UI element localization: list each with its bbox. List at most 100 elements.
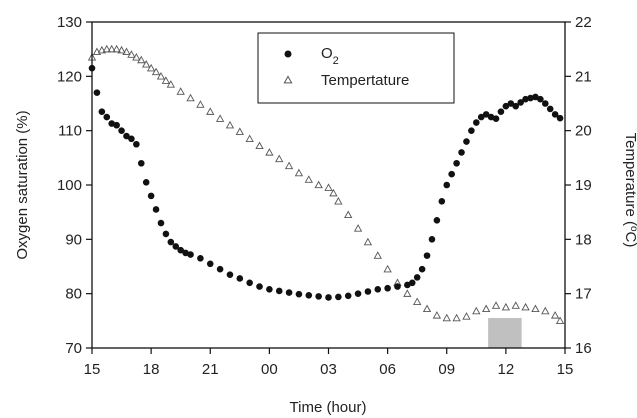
o2-point <box>433 217 441 224</box>
o2-point <box>423 252 431 259</box>
o2-point <box>551 111 559 118</box>
temperature-point <box>97 45 107 54</box>
o2-point <box>133 140 140 148</box>
y-left-tick-label: 110 <box>58 123 82 140</box>
o2-point <box>142 178 150 186</box>
y-right-tick-label: 19 <box>575 177 592 194</box>
y-right-tick-label: 16 <box>575 340 592 357</box>
temperature-point <box>304 175 313 183</box>
o2-point <box>157 219 165 227</box>
o2-point <box>532 93 539 101</box>
o2-point <box>517 99 524 106</box>
o2-point <box>325 294 332 301</box>
legend-o2-label: O2 <box>321 45 339 67</box>
y-right-axis-title: Temperature (oC) <box>622 133 637 248</box>
legend-o2-marker <box>284 50 292 58</box>
o2-point <box>374 286 382 293</box>
o2-point <box>226 271 234 278</box>
y-right-tick-label: 20 <box>575 123 592 140</box>
o2-point <box>187 251 194 258</box>
temperature-point <box>132 52 141 61</box>
o2-point <box>537 95 544 103</box>
shaded-period <box>488 318 522 348</box>
temperature-point <box>156 72 166 80</box>
temperature-point <box>225 120 235 129</box>
temperature-point <box>127 50 136 58</box>
o2-point <box>468 127 475 134</box>
o2-point <box>123 132 130 140</box>
y-left-tick-label: 90 <box>65 231 82 248</box>
o2-point <box>556 114 564 122</box>
y-right-title-degree: o <box>629 226 637 232</box>
o2-point <box>197 255 204 262</box>
o2-point <box>172 243 180 250</box>
y-left-tick-label: 120 <box>57 68 82 85</box>
temperature-point <box>363 237 373 246</box>
temperature-point <box>462 312 471 320</box>
temperature-point <box>112 44 121 53</box>
temperature-point <box>403 289 412 297</box>
o2-point <box>162 230 170 238</box>
o2-point <box>118 127 125 134</box>
y-right-tick-label: 17 <box>575 286 592 303</box>
o2-point <box>482 111 490 118</box>
o2-point <box>275 287 283 295</box>
x-tick-label: 09 <box>438 361 455 378</box>
temperature-point <box>245 134 254 142</box>
temperature-point <box>550 311 560 319</box>
temperature-point <box>92 47 102 56</box>
o2-point <box>128 135 135 143</box>
o2-point <box>315 293 322 300</box>
o2-point <box>137 159 145 167</box>
temperature-point <box>166 80 175 88</box>
o2-point <box>497 108 505 115</box>
o2-point <box>177 246 184 254</box>
o2-point <box>167 238 175 246</box>
x-axis-title: Time (hour) <box>290 399 367 416</box>
temperature-point <box>353 224 363 232</box>
temperature-point <box>452 313 461 322</box>
o2-point <box>93 89 101 96</box>
temperature-point <box>206 107 215 115</box>
temperature-point <box>541 306 550 315</box>
temperature-point <box>344 210 353 219</box>
temperature-point <box>117 45 126 54</box>
o2-point <box>546 105 554 113</box>
legend-temperature-label: Tempertature <box>321 72 409 89</box>
o2-point <box>458 149 465 156</box>
temperature-point <box>102 44 111 53</box>
x-tick-label: 00 <box>261 361 278 378</box>
y-left-axis-title: Oxygen saturation (%) <box>14 110 31 259</box>
temperature-point <box>235 127 244 135</box>
o2-point <box>541 100 549 107</box>
temperature-point <box>151 67 161 76</box>
temperature-point <box>196 100 205 108</box>
temperature-point <box>422 304 432 313</box>
o2-point <box>492 115 500 123</box>
temperature-point <box>555 316 565 325</box>
o2-point <box>98 108 106 115</box>
o2-point <box>152 206 160 213</box>
o2-point <box>246 279 253 287</box>
o2-point <box>113 121 120 129</box>
temperature-point <box>383 264 392 273</box>
temperature-point <box>107 44 116 53</box>
o2-point <box>147 192 155 200</box>
temperature-point <box>137 55 146 64</box>
o2-point <box>295 290 303 298</box>
o2-point <box>507 100 515 107</box>
o2-point <box>522 95 529 103</box>
legend-o2-text: O <box>321 45 333 62</box>
temperature-point <box>413 297 422 305</box>
temperature-point <box>161 76 171 84</box>
temperature-point <box>472 306 481 315</box>
o2-point <box>216 265 224 273</box>
temperature-point <box>122 47 131 56</box>
temperature-point <box>511 301 520 309</box>
temperature-point <box>294 168 304 177</box>
temperature-point <box>314 180 323 189</box>
temperature-point <box>334 196 343 205</box>
temperature-point <box>491 301 501 309</box>
y-right-tick-label: 21 <box>575 68 592 85</box>
